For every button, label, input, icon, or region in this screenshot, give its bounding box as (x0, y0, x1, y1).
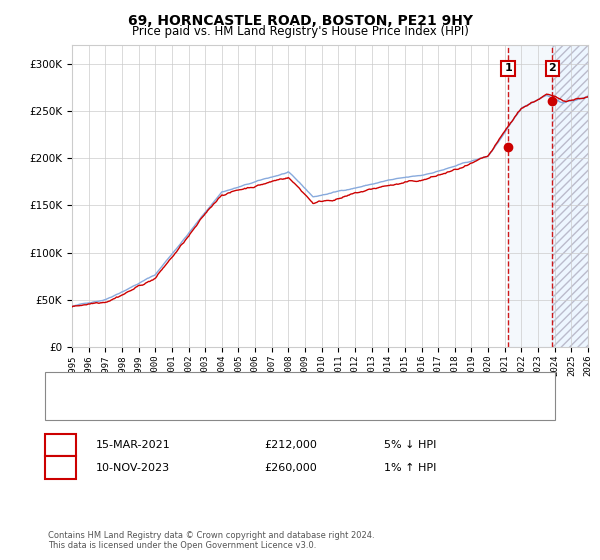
Text: 69, HORNCASTLE ROAD, BOSTON, PE21 9HY (detached house): 69, HORNCASTLE ROAD, BOSTON, PE21 9HY (d… (102, 382, 428, 392)
Text: 5% ↓ HPI: 5% ↓ HPI (384, 440, 436, 450)
Text: 10-NOV-2023: 10-NOV-2023 (96, 463, 170, 473)
Text: 2: 2 (548, 63, 556, 73)
Text: Price paid vs. HM Land Registry's House Price Index (HPI): Price paid vs. HM Land Registry's House … (131, 25, 469, 38)
Text: Contains HM Land Registry data © Crown copyright and database right 2024.
This d: Contains HM Land Registry data © Crown c… (48, 530, 374, 550)
Text: 69, HORNCASTLE ROAD, BOSTON, PE21 9HY: 69, HORNCASTLE ROAD, BOSTON, PE21 9HY (128, 14, 473, 28)
Text: £212,000: £212,000 (264, 440, 317, 450)
Text: 1% ↑ HPI: 1% ↑ HPI (384, 463, 436, 473)
Text: 1: 1 (504, 63, 512, 73)
Text: 2: 2 (57, 463, 64, 473)
Bar (552, 45, 588, 347)
Text: 1: 1 (57, 440, 64, 450)
Bar (552, 45, 588, 347)
Text: £260,000: £260,000 (264, 463, 317, 473)
Text: 15-MAR-2021: 15-MAR-2021 (96, 440, 171, 450)
Bar (552, 45, 588, 347)
Bar (508, 45, 552, 347)
Text: HPI: Average price, detached house, Boston: HPI: Average price, detached house, Bost… (102, 400, 331, 410)
